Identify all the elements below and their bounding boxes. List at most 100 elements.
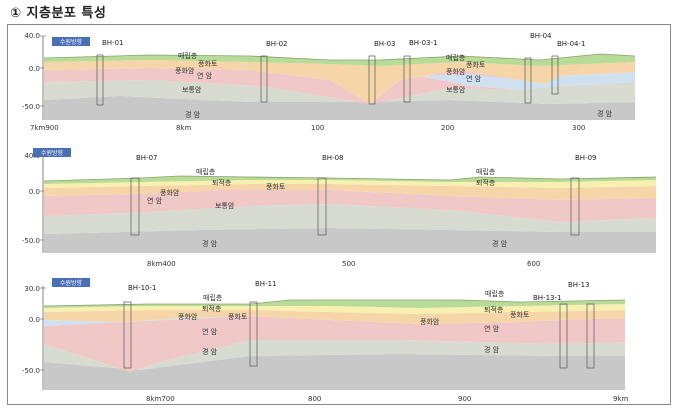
- layer-label: 풍화암: [175, 67, 195, 75]
- hard-rock-layer: [44, 96, 635, 120]
- y-axis-bottom-label: -50.0: [22, 367, 40, 375]
- y-axis-top-label: 30.0: [24, 285, 40, 293]
- borehole-label: BH-01: [102, 39, 124, 47]
- borehole-column: [249, 301, 258, 367]
- direction-badge-label: 수원방향: [41, 149, 64, 157]
- borehole-column: [586, 303, 595, 369]
- layer-label: 보통암: [215, 202, 235, 210]
- layer-label: 매립층: [446, 53, 466, 62]
- borehole-label: BH-13: [568, 281, 590, 289]
- layer-label: 매립층: [485, 289, 505, 298]
- y-axis-bottom-label: -50.0: [22, 237, 40, 245]
- borehole-column: [403, 55, 411, 103]
- direction-badge-label: 수원방향: [60, 38, 83, 46]
- layer-label: 매립층: [178, 51, 198, 60]
- hard-rock-layer: [44, 228, 656, 253]
- layer-label: 연 암: [197, 72, 213, 80]
- layer-label: 풍화토: [466, 61, 486, 69]
- layer-label: 풍화토: [510, 311, 530, 319]
- borehole-label: BH-10-1: [128, 284, 156, 292]
- x-tick-label: 500: [342, 260, 355, 268]
- weathered-soil-layer: [44, 310, 625, 324]
- borehole-column: [551, 55, 559, 95]
- borehole-column: [130, 177, 140, 236]
- x-tick-label: 9km: [613, 395, 629, 403]
- layer-label: 풍화토: [266, 183, 286, 191]
- moderate-rock-layer: [44, 204, 656, 234]
- borehole-label: BH-13-1: [533, 294, 561, 302]
- fill-layer: [44, 176, 656, 184]
- y-axis-zero-label: 0.0: [29, 316, 40, 324]
- y-axis-bottom-label: -50.0: [22, 103, 40, 111]
- direction-badge-label: 수원방향: [60, 279, 83, 287]
- layer-label: 경 암: [185, 110, 201, 119]
- y-axis-zero-label: 0.0: [29, 65, 40, 73]
- weathered-soil-layer: [44, 184, 656, 200]
- borehole-column: [123, 301, 132, 369]
- layer-label: 연 암: [147, 197, 163, 205]
- borehole-label: BH-03-1: [409, 39, 437, 47]
- layer-label: 퇴적층: [212, 178, 232, 187]
- layer-label: 경 암: [202, 239, 218, 248]
- borehole-column: [570, 177, 580, 236]
- layer-label: 연 암: [484, 325, 500, 333]
- weathered-rock-layer: [44, 190, 656, 222]
- layer-label: 경 암: [492, 239, 508, 248]
- x-tick-label: 7km900: [30, 124, 59, 132]
- x-tick-label: 900: [458, 395, 471, 403]
- direction-badge: [33, 148, 71, 157]
- borehole-column: [368, 55, 376, 105]
- profile-panel-1: 40.0 0.0 -50.0 수원방향 BH-01 BH-02 BH-03 BH…: [22, 32, 636, 132]
- layer-label: 풍화토: [198, 60, 218, 68]
- borehole-label: BH-07: [136, 154, 158, 162]
- borehole-label: BH-03: [374, 40, 396, 48]
- section-title: ① 지층분포 특성: [10, 6, 107, 21]
- borehole-label: BH-04: [530, 32, 552, 40]
- moderate-rock-layer: [44, 340, 625, 372]
- x-tick-label: 200: [441, 124, 454, 132]
- layer-label: 연 암: [466, 75, 482, 83]
- layer-label: 풍화암: [446, 68, 466, 76]
- x-tick-label: 300: [572, 124, 585, 132]
- borehole-column: [317, 177, 327, 236]
- x-tick-label: 8km: [176, 124, 192, 132]
- direction-badge: [52, 278, 90, 287]
- x-tick-label: 100: [311, 124, 324, 132]
- layer-label: 매립층: [196, 167, 216, 176]
- layer-label: 풍화암: [178, 313, 198, 321]
- profile-panel-2: 40.0 0.0 -50.0 수원방향 BH-07 BH-08 BH-09 매립…: [22, 148, 657, 268]
- layer-label: 퇴적층: [476, 178, 496, 187]
- profile-panel-3: 30.0 0.0 -50.0 수원방향 BH-10-1 BH-11 BH-13-…: [22, 278, 629, 403]
- y-axis-top-label: 40.0: [24, 152, 40, 160]
- borehole-label: BH-08: [322, 154, 344, 162]
- borehole-label: BH-11: [255, 280, 277, 288]
- layer-label: 경 암: [484, 345, 500, 354]
- layer-label: 보통암: [446, 86, 466, 94]
- layer-label: 풍화암: [420, 318, 440, 326]
- layer-label: 퇴적층: [484, 305, 504, 314]
- layer-label: 매립층: [476, 167, 496, 176]
- layer-label: 연 암: [202, 328, 218, 336]
- weathered-rock-layer: [44, 316, 625, 372]
- layer-label: 보통암: [182, 86, 202, 94]
- layer-label: 경 암: [597, 109, 613, 118]
- borehole-label: BH-09: [575, 154, 597, 162]
- x-tick-label: 600: [527, 260, 540, 268]
- hard-rock-layer: [44, 354, 625, 390]
- layer-label: 풍화토: [228, 313, 248, 321]
- weathered-rock-layer: [44, 68, 545, 104]
- weathered-soil-layer: [44, 60, 635, 104]
- direction-badge: [52, 37, 90, 46]
- x-tick-label: 8km700: [146, 395, 175, 403]
- y-axis-top-label: 40.0: [24, 32, 40, 40]
- moderate-rock-layer: [44, 80, 635, 104]
- borehole-column: [524, 57, 532, 104]
- y-axis-zero-label: 0.0: [29, 188, 40, 196]
- fill-layer: [44, 300, 625, 308]
- sediment-layer: [44, 304, 625, 314]
- layer-label: 경 암: [202, 347, 218, 356]
- layer-label: 매립층: [203, 293, 223, 302]
- x-tick-label: 800: [308, 395, 321, 403]
- borehole-column: [260, 55, 268, 103]
